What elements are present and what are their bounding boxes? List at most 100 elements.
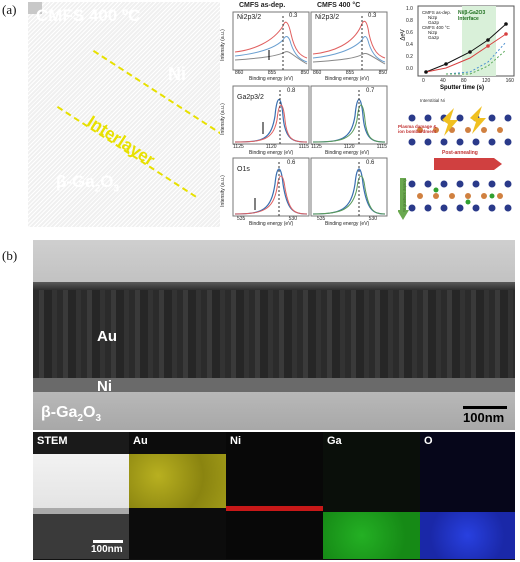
xps-element-ni-right: Ni2p3/2	[315, 14, 340, 21]
map-label-ga: Ga	[327, 435, 342, 447]
stem-au-region	[33, 454, 129, 508]
au-label: Au	[97, 328, 117, 345]
delta-yticks: 1.0 0.8 0.6 0.4 0.2 0.0	[406, 6, 413, 72]
xps-row-ga	[232, 85, 388, 145]
xps-ticks-ga-left: 1125 1120 1115	[233, 144, 309, 150]
xps-frame-ni-right	[310, 11, 388, 71]
xps-curve-ni-left-2	[234, 36, 308, 63]
panel-b-label: (b)	[2, 248, 18, 263]
xps-element-ga-left: Ga2p3/2	[237, 94, 264, 101]
tem-title: CMFS 400 ºC	[36, 6, 141, 25]
o-map-region	[420, 512, 515, 559]
xps-curve-ni-right-3	[312, 53, 386, 65]
interstitial-label: Interstitial Ni	[420, 98, 445, 103]
delta-xlabel: Sputter time (s)	[440, 85, 485, 91]
xps-curve-o-right-1	[312, 168, 386, 215]
xps-element-o-left: O1s	[237, 166, 250, 173]
delta-legend: CMFS as-dep. Ni2p Ga2p CMFS 400 °C Ni2p …	[422, 10, 452, 40]
ni-map-band	[226, 506, 323, 511]
scale-bar-label: 100nm	[463, 410, 505, 425]
xps-curve-ga-right-2	[312, 104, 386, 143]
ni-label: Ni	[168, 64, 186, 84]
ga-map-region	[323, 512, 420, 559]
interface-annotation: Ni/β-Ga2O3 Interface	[458, 10, 486, 22]
point	[504, 32, 508, 36]
stem-ga-region	[33, 514, 129, 559]
eds-maps: STEM 100nm Au Ni Ga O	[33, 432, 515, 560]
xps-curve-ga-left-2	[234, 104, 308, 143]
map-ga: Ga	[323, 432, 421, 559]
xps-ylabel-1: Intensity (a.u.)	[219, 29, 226, 61]
point	[468, 50, 472, 54]
point	[486, 38, 490, 42]
xps-xlabel-6: Binding energy (eV)	[325, 221, 370, 227]
xps-col1-title: CMFS as-dep.	[239, 2, 286, 9]
schematic: Interstitial Ni Plasma damage & ion bomb…	[398, 98, 518, 228]
point	[444, 62, 448, 66]
series-ga-400	[446, 49, 507, 75]
post-annealing-label: Post-annealing	[442, 150, 478, 156]
xps-curve-ni-right-1	[312, 20, 386, 59]
map-label-ni: Ni	[230, 435, 241, 447]
map-scale-label: 100nm	[91, 544, 123, 555]
xps-xlabel-1: Binding energy (eV)	[249, 76, 294, 82]
schematic-drawing	[398, 106, 512, 220]
point	[486, 44, 490, 48]
xps-curve-o-right-2	[312, 175, 386, 215]
xps-ticks-o-right: 535 530	[317, 216, 377, 222]
xps-frame-ga-right	[310, 85, 388, 145]
interlayer-label: Interlayer	[83, 112, 159, 170]
xps-ylabel-3: Intensity (a.u.)	[219, 175, 226, 207]
xps-ylabel-2: Intensity (a.u.)	[219, 103, 226, 135]
map-ni: Ni	[226, 432, 324, 559]
xps-frame-ni-left	[232, 11, 310, 71]
ga2o3-layer	[33, 392, 515, 430]
plasma-label: Plasma damage & ion bombardment	[398, 124, 437, 134]
xps-ticks-ni-right: 860 855 850	[313, 70, 387, 76]
series-ga-asdep	[425, 33, 507, 73]
map-scale-bar	[93, 540, 123, 543]
xps-row-o	[232, 157, 388, 217]
xps-shift-ni-left: 0.3	[289, 13, 298, 19]
scale-marker	[28, 2, 42, 14]
map-label-o: O	[424, 435, 433, 447]
xps-curve-ni-left-3	[234, 51, 308, 65]
au-surface	[33, 282, 515, 290]
xps-row-ni	[232, 11, 388, 71]
map-o: O	[420, 432, 515, 559]
lightning-icon	[442, 108, 458, 136]
xps-grid: CMFS as-dep. CMFS 400 °C	[220, 2, 393, 227]
xps-xlabel-2: Binding energy (eV)	[325, 76, 370, 82]
delta-xticks: 0 40 80 120 160	[422, 78, 514, 84]
xps-xlabel-5: Binding energy (eV)	[249, 221, 294, 227]
xps-ticks-ni-left: 860 855 850	[235, 70, 309, 76]
xps-element-ni-left: Ni2p3/2	[237, 14, 262, 21]
anneal-arrow	[434, 158, 502, 170]
delta-ev-chart: ΔeV 1.0 0.8 0.6 0.4 0.2 0.0 0 40 80 120 160 Sputt…	[398, 2, 518, 94]
ni-layer-label: Ni	[97, 378, 112, 395]
xps-shift-o-right: 0.6	[366, 160, 375, 166]
ga2o3-label: β-Ga2O3	[56, 172, 120, 195]
xps-shift-o-left: 0.6	[287, 160, 296, 166]
panel-a-label: (a)	[2, 2, 17, 17]
stem-ni-region	[33, 508, 129, 514]
ga2o3-layer-label: β-Ga2O3	[41, 404, 102, 425]
doping-arrow	[398, 178, 409, 220]
scale-bar	[463, 406, 507, 409]
map-label-au: Au	[133, 435, 148, 447]
xps-xlabel-3: Binding energy (eV)	[249, 150, 294, 156]
xps-plots	[232, 11, 388, 217]
point	[504, 22, 508, 26]
cross-section-image: Au Ni β-Ga2O3 100nm	[33, 240, 515, 430]
series-ni-400	[445, 41, 507, 75]
xps-frame-o-right	[310, 157, 388, 217]
xps-frame-o-left	[232, 157, 310, 217]
xps-shift-ga-left: 0.8	[287, 88, 296, 94]
lattice-top	[408, 106, 512, 146]
vacuum-region	[33, 240, 515, 282]
xps-xlabel-4: Binding energy (eV)	[325, 150, 370, 156]
xps-col2-title: CMFS 400 °C	[317, 2, 361, 9]
map-label-stem: STEM	[37, 435, 68, 447]
xps-curve-ni-right-2	[312, 36, 386, 63]
xps-curve-ni-left-1	[234, 21, 308, 59]
